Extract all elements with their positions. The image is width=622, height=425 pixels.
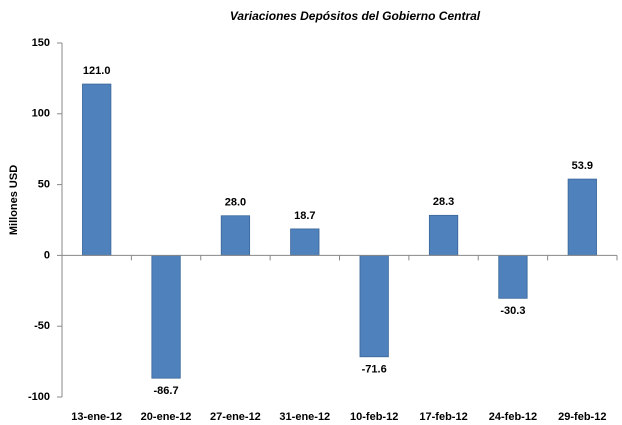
x-tick-label: 20-ene-12 xyxy=(141,411,192,423)
bar xyxy=(82,83,112,256)
x-tick-label: 29-feb-12 xyxy=(558,411,606,423)
y-axis-label: Millones USD xyxy=(8,165,20,235)
y-tick-label: 0 xyxy=(44,249,50,261)
x-tick-label: 10-feb-12 xyxy=(350,411,398,423)
y-tick-label: 50 xyxy=(38,179,50,191)
data-label: -86.7 xyxy=(154,385,179,397)
y-tick-label: 100 xyxy=(32,108,50,120)
data-label: 53.9 xyxy=(572,160,593,172)
y-tick-label: -50 xyxy=(34,320,50,332)
bar xyxy=(220,215,251,256)
x-tick-label: 24-feb-12 xyxy=(489,411,537,423)
bar xyxy=(567,178,597,256)
bar xyxy=(498,254,528,299)
x-tick-label: 13-ene-12 xyxy=(71,411,122,423)
y-tick-label: -100 xyxy=(28,391,50,403)
data-label: -71.6 xyxy=(362,364,387,376)
data-label: -30.3 xyxy=(500,305,525,317)
bar xyxy=(359,254,389,358)
data-label: 18.7 xyxy=(294,210,315,222)
bar xyxy=(428,214,459,256)
x-tick-label: 17-feb-12 xyxy=(419,411,467,423)
y-tick-label: 150 xyxy=(32,37,50,49)
chart-title: Variaciones Depósitos del Gobierno Centr… xyxy=(230,9,481,23)
data-label: 28.3 xyxy=(433,196,454,208)
x-tick-label: 31-ene-12 xyxy=(279,411,330,423)
bar xyxy=(290,228,320,256)
x-tick-label: 27-ene-12 xyxy=(210,411,261,423)
bar xyxy=(151,254,181,379)
data-label: 121.0 xyxy=(83,65,111,77)
data-label: 28.0 xyxy=(225,197,246,209)
